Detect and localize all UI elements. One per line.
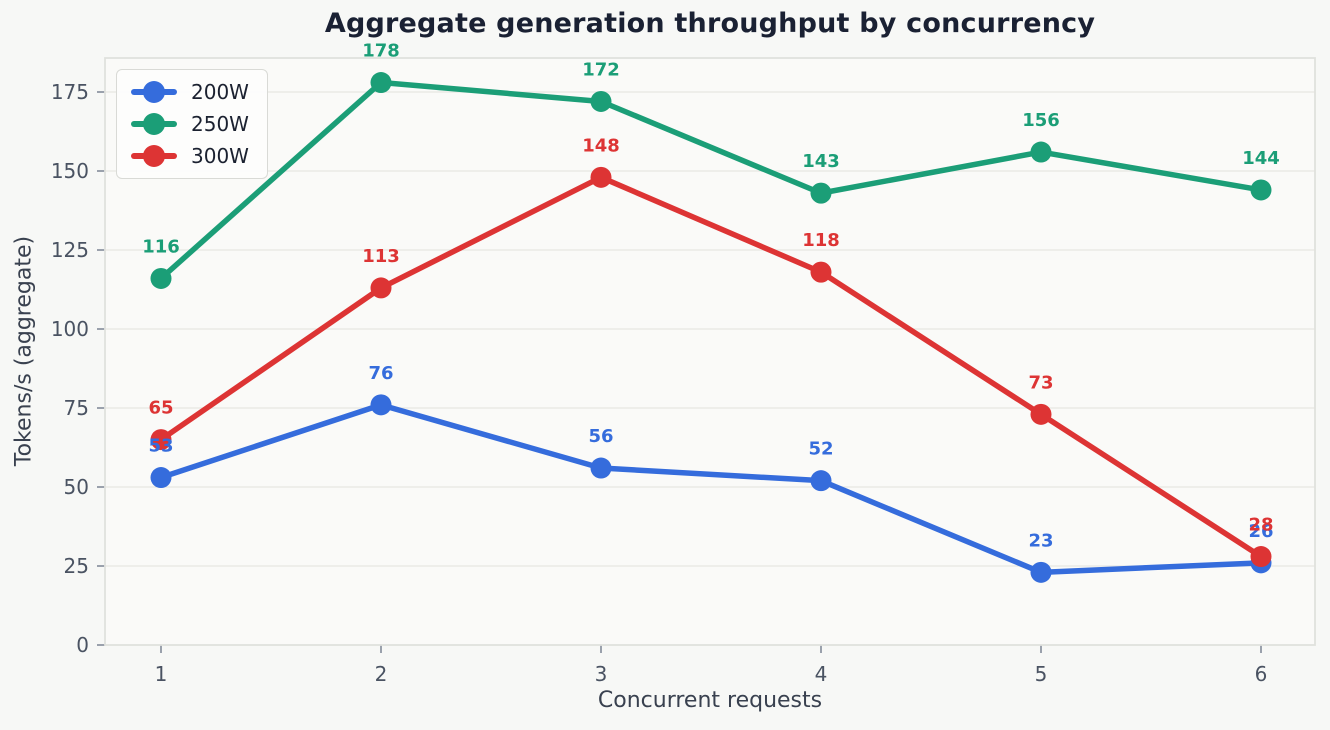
data-point-label: 172	[582, 59, 620, 80]
plot-background	[105, 58, 1315, 645]
plot-border	[104, 57, 1316, 646]
data-point-label: 113	[362, 246, 400, 267]
data-point-label: 156	[1022, 110, 1060, 131]
data-point-label: 56	[588, 426, 613, 447]
legend-dot-icon	[143, 145, 165, 167]
legend-label: 250W	[191, 112, 249, 136]
legend-line-marker-icon	[131, 113, 177, 135]
legend-label: 200W	[191, 80, 249, 104]
data-point-label: 73	[1028, 372, 1053, 393]
legend-line-marker-icon	[131, 145, 177, 167]
y-tick-label: 75	[64, 396, 89, 420]
data-point-label: 23	[1028, 530, 1053, 551]
legend-dot-icon	[143, 113, 165, 135]
x-tick-label: 4	[815, 662, 828, 686]
y-tick-label: 50	[64, 475, 89, 499]
y-tick-label: 0	[76, 633, 89, 657]
data-point-label: 28	[1248, 515, 1273, 536]
legend-item-300w: 300W	[131, 143, 249, 169]
y-tick-label: 125	[51, 238, 89, 262]
y-tick-label: 175	[51, 80, 89, 104]
data-point-label: 144	[1242, 148, 1280, 169]
x-tick-label: 1	[155, 662, 168, 686]
data-point-label: 26	[1248, 521, 1273, 542]
data-point-label: 118	[802, 230, 840, 251]
data-point-300w	[590, 166, 612, 188]
data-point-300w	[810, 261, 832, 283]
data-point-300w	[370, 277, 392, 299]
x-tick-label: 3	[595, 662, 608, 686]
data-point-250w	[810, 182, 832, 204]
data-point-300w	[1250, 546, 1272, 568]
legend-dot-icon	[143, 81, 165, 103]
data-point-label: 116	[142, 236, 180, 257]
data-point-label: 52	[808, 439, 833, 460]
x-axis-label: Concurrent requests	[597, 688, 823, 713]
data-point-250w	[1250, 179, 1272, 201]
data-point-200w	[590, 457, 612, 479]
y-axis-label: Tokens/s (aggregate)	[11, 235, 37, 467]
x-tick-label: 2	[375, 662, 388, 686]
series-line-200w	[158, 402, 1264, 576]
legend-item-250w: 250W	[131, 111, 249, 137]
data-point-300w	[1030, 403, 1052, 425]
series-line-250w	[158, 79, 1264, 282]
data-point-250w	[590, 90, 612, 112]
data-point-200w	[150, 467, 172, 489]
data-point-250w	[1030, 141, 1052, 163]
data-point-label: 53	[148, 436, 173, 457]
data-point-label: 178	[362, 41, 400, 62]
chart-title: Aggregate generation throughput by concu…	[324, 8, 1096, 39]
data-point-250w	[150, 267, 172, 289]
x-tick-label: 5	[1035, 662, 1048, 686]
data-point-label: 76	[368, 363, 393, 384]
y-tick-label: 25	[64, 554, 89, 578]
data-point-label: 65	[148, 398, 173, 419]
data-point-label: 148	[582, 135, 620, 156]
legend: 200W 250W 300W	[116, 69, 268, 179]
data-point-250w	[370, 72, 392, 94]
x-tick-label: 6	[1255, 662, 1268, 686]
y-tick-label: 150	[51, 159, 89, 183]
legend-line-marker-icon	[131, 81, 177, 103]
data-point-200w	[810, 470, 832, 492]
data-point-200w	[370, 394, 392, 416]
series-line-300w	[158, 174, 1264, 560]
data-point-200w	[1030, 561, 1052, 583]
legend-item-200w: 200W	[131, 79, 249, 105]
legend-label: 300W	[191, 144, 249, 168]
data-point-label: 143	[802, 151, 840, 172]
y-tick-label: 100	[51, 317, 89, 341]
data-point-300w	[150, 429, 172, 451]
